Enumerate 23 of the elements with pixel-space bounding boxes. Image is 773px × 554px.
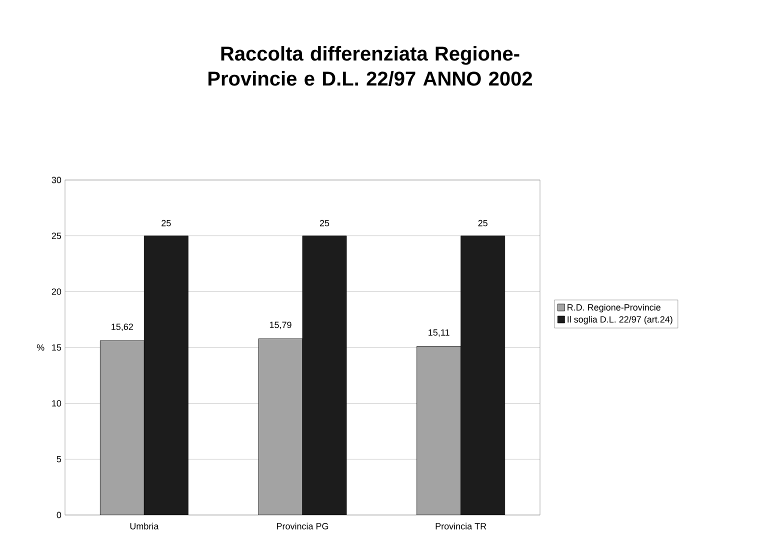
data-label: 25 [478,220,488,226]
data-label: 15,11 [428,329,450,337]
y-tick-label: 0 [56,512,62,518]
bar [302,236,347,515]
y-tick-label: 5 [56,456,62,462]
x-tick-label: Provincia TR [436,522,486,530]
data-label: 25 [162,220,171,226]
y-tick-label: 20 [52,288,62,295]
y-tick-label: 10 [52,400,62,407]
x-tick-label: Provincia PG [276,522,328,530]
x-tick-label: Umbria [130,522,159,530]
bar [460,236,506,515]
y-tick-label: 25 [52,232,62,240]
y-tick-label: 30 [52,176,62,184]
data-label: 15,62 [112,324,133,332]
legend-label: Il soglia D.L. 22/97 (art.24) [568,316,672,324]
chart-title: Raccolta differenziata Regione-Provincie e D.L. 22/97 ANNO 2002 [208,46,532,86]
data-label: 25 [320,220,330,226]
y-axis-title: % [36,344,44,351]
legend-label: R.D. Regione-Provincie [568,304,660,312]
bar [144,236,188,515]
data-label: 15,79 [270,322,292,330]
y-tick-label: 15 [52,344,62,351]
